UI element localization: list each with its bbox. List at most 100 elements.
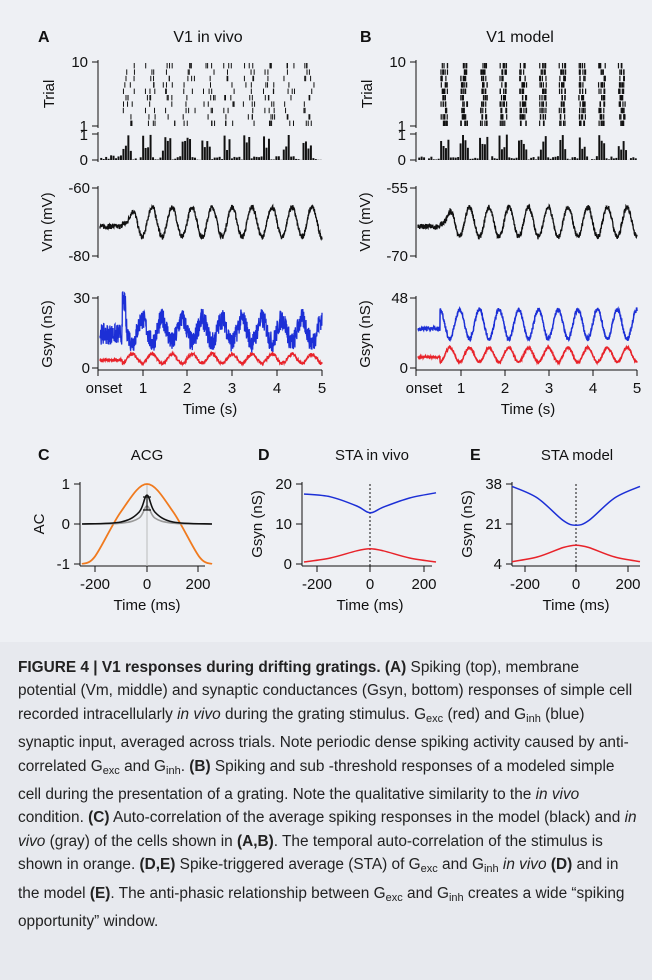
ylabel-gsyn-E: Gsyn (nS): [459, 490, 476, 558]
psth-bar: [287, 135, 290, 160]
psth-bar: [270, 159, 273, 160]
sta-model-gexc-curve: [511, 544, 641, 563]
psth-bar: [282, 149, 285, 160]
psth-bar: [479, 137, 482, 160]
psth-bar: [253, 156, 256, 160]
psth-bar: [149, 134, 152, 160]
tick-timems-E-0: 0: [572, 576, 580, 593]
psth-bar: [119, 155, 122, 160]
psth-bar: [142, 135, 145, 160]
psth-bar: [452, 157, 455, 160]
psth-bar: [586, 156, 589, 160]
psth-bar: [193, 157, 196, 160]
psth-bar: [527, 159, 530, 160]
tick-timems-D-0: 0: [366, 576, 374, 593]
raster-B: [440, 63, 626, 126]
caption-text: creates a wide “spiking opportunity” win…: [18, 884, 625, 931]
psth-bar: [481, 143, 484, 160]
psth-bar: [208, 146, 211, 160]
panel-letter-B: B: [360, 29, 372, 46]
psth-bar: [290, 156, 293, 160]
caption-text: Spike-triggered average (STA) of G: [175, 856, 421, 874]
caption-subscript: inh: [448, 891, 464, 904]
tick-time-A-3: 3: [228, 380, 236, 397]
psth-bar: [595, 156, 598, 160]
panel-title-B: V1 model: [486, 29, 554, 46]
psth-bar: [593, 159, 596, 160]
psth-bar: [629, 158, 632, 160]
tick-psth-A-1: 1: [80, 127, 88, 144]
ylabel-vm-A: Vm (mV): [39, 192, 56, 251]
psth-bar: [430, 156, 433, 160]
psth-bar: [144, 147, 147, 160]
tick-time-A-onset: onset: [86, 380, 124, 397]
axes-B: [410, 60, 638, 376]
tick-time-A-5: 5: [318, 380, 326, 397]
caption-text: (blue) synaptic input, averaged across t…: [18, 705, 629, 775]
psth-bar: [223, 135, 226, 160]
psth-bar: [181, 141, 184, 160]
psth-bar: [469, 158, 472, 160]
psth-bar: [102, 159, 105, 160]
psth-bar: [547, 157, 550, 160]
psth-bar: [591, 159, 593, 160]
tick-ac-0: 0: [62, 516, 70, 533]
psth-bar: [530, 157, 533, 160]
psth-bar: [295, 158, 298, 160]
psth-bar: [245, 142, 248, 160]
psth-bar: [312, 158, 315, 160]
tick-time-B-5: 5: [633, 380, 641, 397]
psth-bar: [218, 156, 221, 160]
psth-bar: [539, 149, 542, 160]
ylabel-gsyn-B: Gsyn (nS): [357, 300, 374, 368]
caption-italic: in vivo: [502, 856, 547, 874]
ginh-trace-A: [99, 291, 323, 353]
psth-bar: [115, 158, 118, 160]
caption-text: . The anti-phasic relationship between G: [110, 884, 386, 902]
psth-bar: [248, 136, 251, 160]
psth-bar: [221, 159, 224, 160]
tick-trial-A-10: 10: [71, 54, 88, 71]
ylabel-gsyn-D: Gsyn (nS): [249, 490, 266, 558]
tick-trial-B-10: 10: [389, 54, 406, 71]
psth-bar: [100, 157, 103, 160]
panel-letter-A: A: [38, 29, 50, 46]
psth-bar: [522, 143, 525, 160]
axes-D: [296, 482, 432, 572]
psth-bar: [235, 157, 238, 160]
caption-subscript: inh: [526, 712, 541, 725]
psth-bar: [573, 157, 576, 160]
psth-bar: [556, 156, 559, 160]
panel-title-E: STA model: [541, 447, 613, 464]
psth-bar: [608, 159, 610, 160]
psth-bar: [600, 140, 603, 160]
tick-ac-neg1: -1: [57, 556, 70, 573]
caption-tag-AB: (A,B): [236, 832, 274, 850]
psth-bar: [605, 158, 608, 160]
psth-bar: [176, 157, 179, 160]
sta-invivo-ginh-curve: [303, 492, 437, 514]
tick-gsyn-A-bottom: 0: [82, 360, 90, 377]
vm-trace-A: [99, 203, 323, 242]
tick-time-B-2: 2: [501, 380, 509, 397]
psth-bar: [164, 137, 167, 160]
ylabel-ac: AC: [31, 513, 48, 534]
psth-bar: [617, 146, 620, 160]
psth-bar: [275, 156, 278, 160]
tick-vm-A-top: -60: [68, 180, 90, 197]
psth-bar: [432, 159, 435, 160]
psth-bar: [457, 157, 460, 160]
caption-subscript: exc: [420, 863, 438, 876]
raster-A: [122, 63, 315, 126]
psth-bar: [184, 140, 187, 160]
psth-bar: [566, 158, 569, 160]
figure-caption: FIGURE 4 | V1 responses during drifting …: [18, 656, 638, 933]
psth-bar: [513, 158, 516, 160]
tick-timems-D-200: 200: [411, 576, 436, 593]
xlabel-timems-C: Time (ms): [114, 597, 181, 614]
psth-bar: [166, 140, 169, 160]
tick-timems-E-200: 200: [615, 576, 640, 593]
psth-bar: [161, 150, 164, 160]
panel-letter-D: D: [258, 447, 270, 464]
psth-bar: [471, 158, 474, 160]
